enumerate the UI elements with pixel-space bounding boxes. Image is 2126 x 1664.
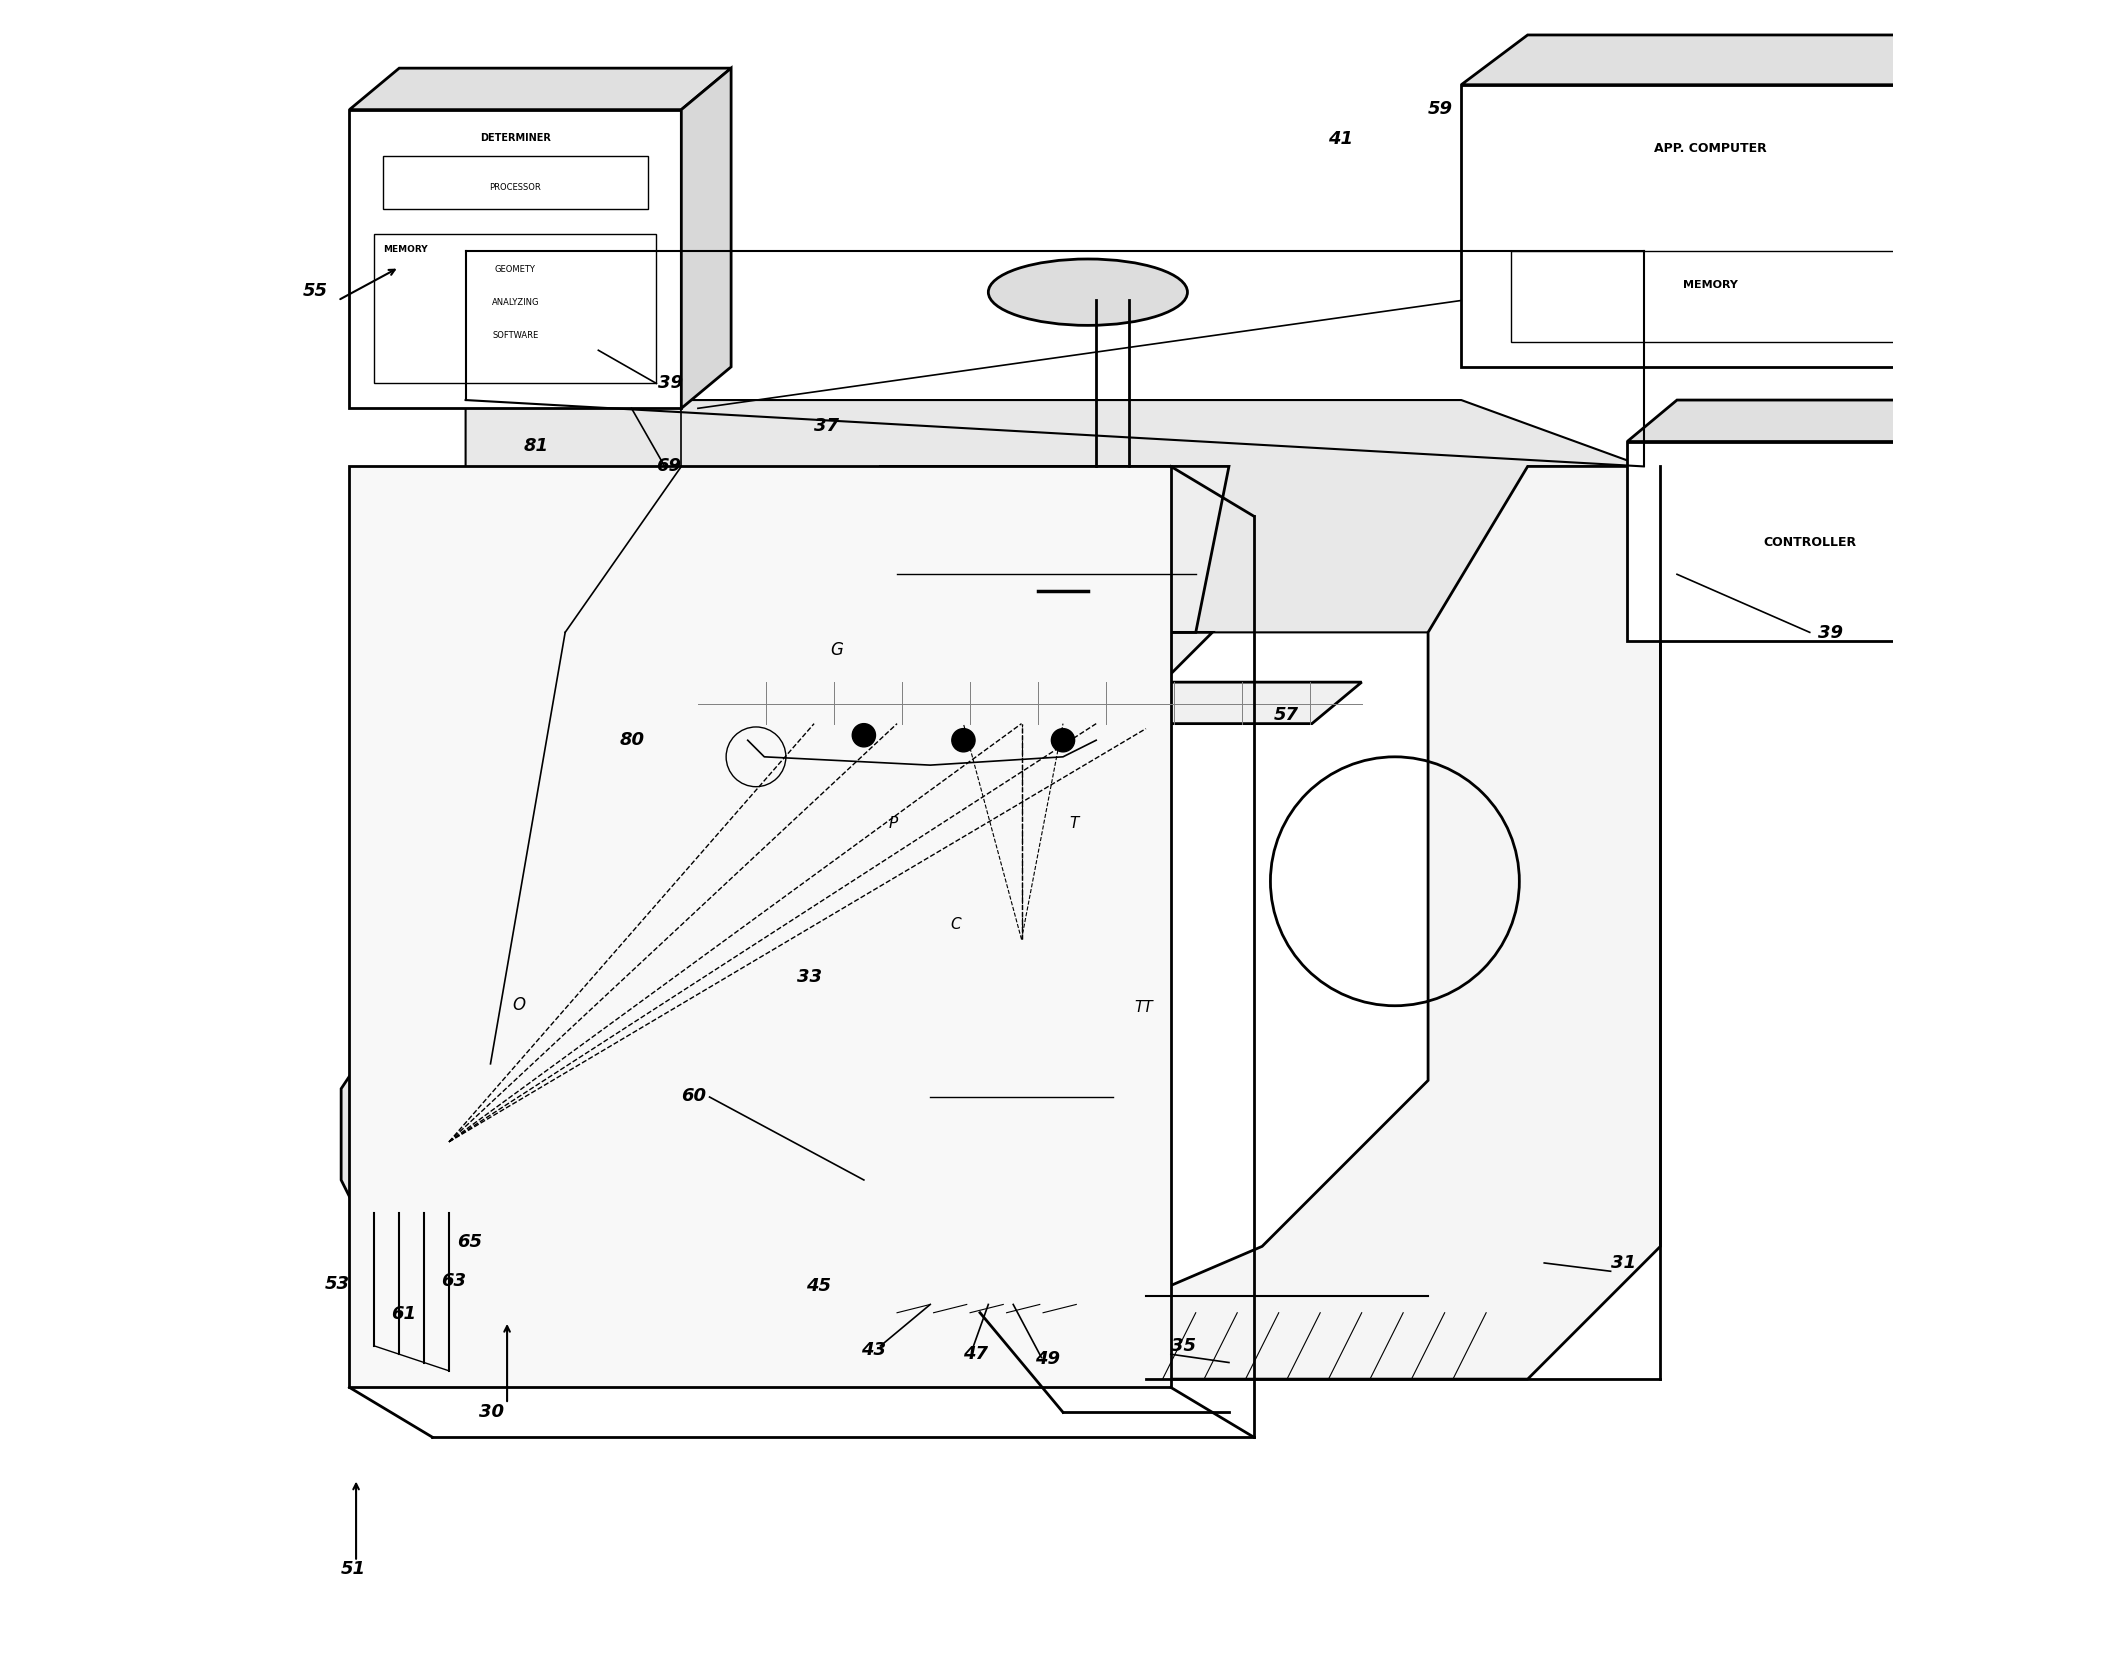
Text: 53: 53: [325, 1275, 349, 1291]
Text: 47: 47: [963, 1345, 989, 1361]
Text: 49: 49: [1035, 1350, 1059, 1366]
Text: 39: 39: [1818, 624, 1843, 642]
Text: SOFTWARE: SOFTWARE: [493, 331, 538, 339]
Text: GEOMETY: GEOMETY: [495, 265, 536, 273]
Text: 31: 31: [1612, 1253, 1635, 1271]
Text: 41: 41: [1329, 130, 1354, 148]
Circle shape: [1052, 729, 1074, 752]
Bar: [1461, 87, 1958, 368]
Text: 61: 61: [391, 1305, 417, 1321]
Polygon shape: [1146, 468, 1660, 1379]
Text: 65: 65: [457, 1233, 483, 1251]
Circle shape: [425, 1118, 472, 1165]
Circle shape: [408, 1100, 491, 1183]
Polygon shape: [349, 70, 731, 110]
Polygon shape: [697, 682, 1361, 724]
Text: TT: TT: [1135, 998, 1152, 1013]
Bar: [349, 110, 680, 409]
Polygon shape: [1958, 37, 2026, 368]
Text: CONTROLLER: CONTROLLER: [1762, 536, 1856, 547]
Text: 63: 63: [440, 1271, 466, 1288]
Text: MEMORY: MEMORY: [1684, 280, 1737, 290]
Text: T: T: [1069, 815, 1080, 830]
Circle shape: [519, 1123, 555, 1160]
Polygon shape: [680, 70, 731, 409]
Text: C: C: [950, 917, 961, 932]
Circle shape: [952, 729, 976, 752]
Text: G: G: [831, 641, 844, 659]
Polygon shape: [1626, 401, 2043, 443]
Text: PROCESSOR: PROCESSOR: [489, 183, 542, 191]
Text: DETERMINER: DETERMINER: [480, 133, 551, 143]
Text: 81: 81: [523, 436, 549, 454]
Polygon shape: [863, 1163, 1089, 1313]
Text: 51: 51: [340, 1559, 366, 1577]
Bar: [1512, 251, 1909, 343]
Text: 57: 57: [1273, 706, 1299, 724]
Circle shape: [991, 985, 1052, 1045]
Text: 33: 33: [797, 967, 823, 985]
Text: APP. COMPUTER: APP. COMPUTER: [1654, 141, 1767, 155]
Text: O: O: [512, 995, 525, 1013]
Text: 37: 37: [814, 416, 840, 434]
Polygon shape: [1992, 401, 2043, 641]
Bar: [374, 235, 657, 384]
Text: 45: 45: [806, 1276, 831, 1293]
Polygon shape: [1461, 37, 2026, 87]
Polygon shape: [906, 940, 1137, 1188]
Text: 60: 60: [680, 1087, 706, 1105]
Text: 35: 35: [1171, 1336, 1195, 1354]
Text: P: P: [889, 815, 897, 830]
Text: 69: 69: [657, 456, 682, 474]
Circle shape: [969, 962, 1074, 1068]
Text: 55: 55: [304, 283, 327, 300]
Text: ANALYZING: ANALYZING: [491, 298, 540, 306]
Polygon shape: [349, 468, 1171, 1388]
Text: 43: 43: [861, 1341, 887, 1358]
Polygon shape: [340, 1065, 614, 1213]
Text: 39: 39: [659, 373, 682, 391]
Polygon shape: [863, 632, 1212, 682]
Text: 30: 30: [478, 1401, 504, 1419]
Bar: [1626, 443, 1992, 641]
Text: 59: 59: [1429, 100, 1452, 118]
Polygon shape: [466, 401, 1643, 632]
Bar: [383, 156, 648, 210]
Text: 80: 80: [621, 730, 644, 749]
Circle shape: [948, 1193, 1020, 1266]
Text: MEMORY: MEMORY: [383, 245, 427, 253]
Ellipse shape: [989, 260, 1188, 326]
Circle shape: [504, 1108, 570, 1175]
Polygon shape: [880, 468, 1229, 632]
Circle shape: [853, 724, 876, 747]
